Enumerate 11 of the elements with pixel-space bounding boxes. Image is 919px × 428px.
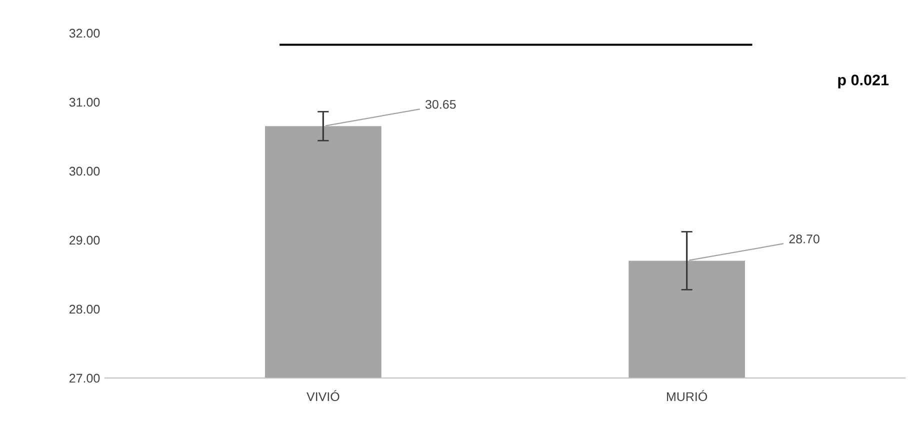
x-tick-label: VIVIÓ	[306, 390, 340, 402]
y-tick-label: 27.00	[69, 374, 100, 383]
data-label: 30.65	[425, 100, 456, 109]
text: p 0.021	[838, 74, 889, 88]
y-tick-label: 29.00	[69, 236, 100, 245]
y-tick-label: 32.00	[69, 28, 100, 38]
y-tick-label: 31.00	[69, 98, 100, 107]
data-label: 28.70	[789, 234, 820, 244]
y-tick-label: 30.00	[69, 166, 100, 176]
x-tick-label: MURIÓ	[667, 390, 708, 402]
y-tick-label: 28.00	[69, 304, 100, 314]
